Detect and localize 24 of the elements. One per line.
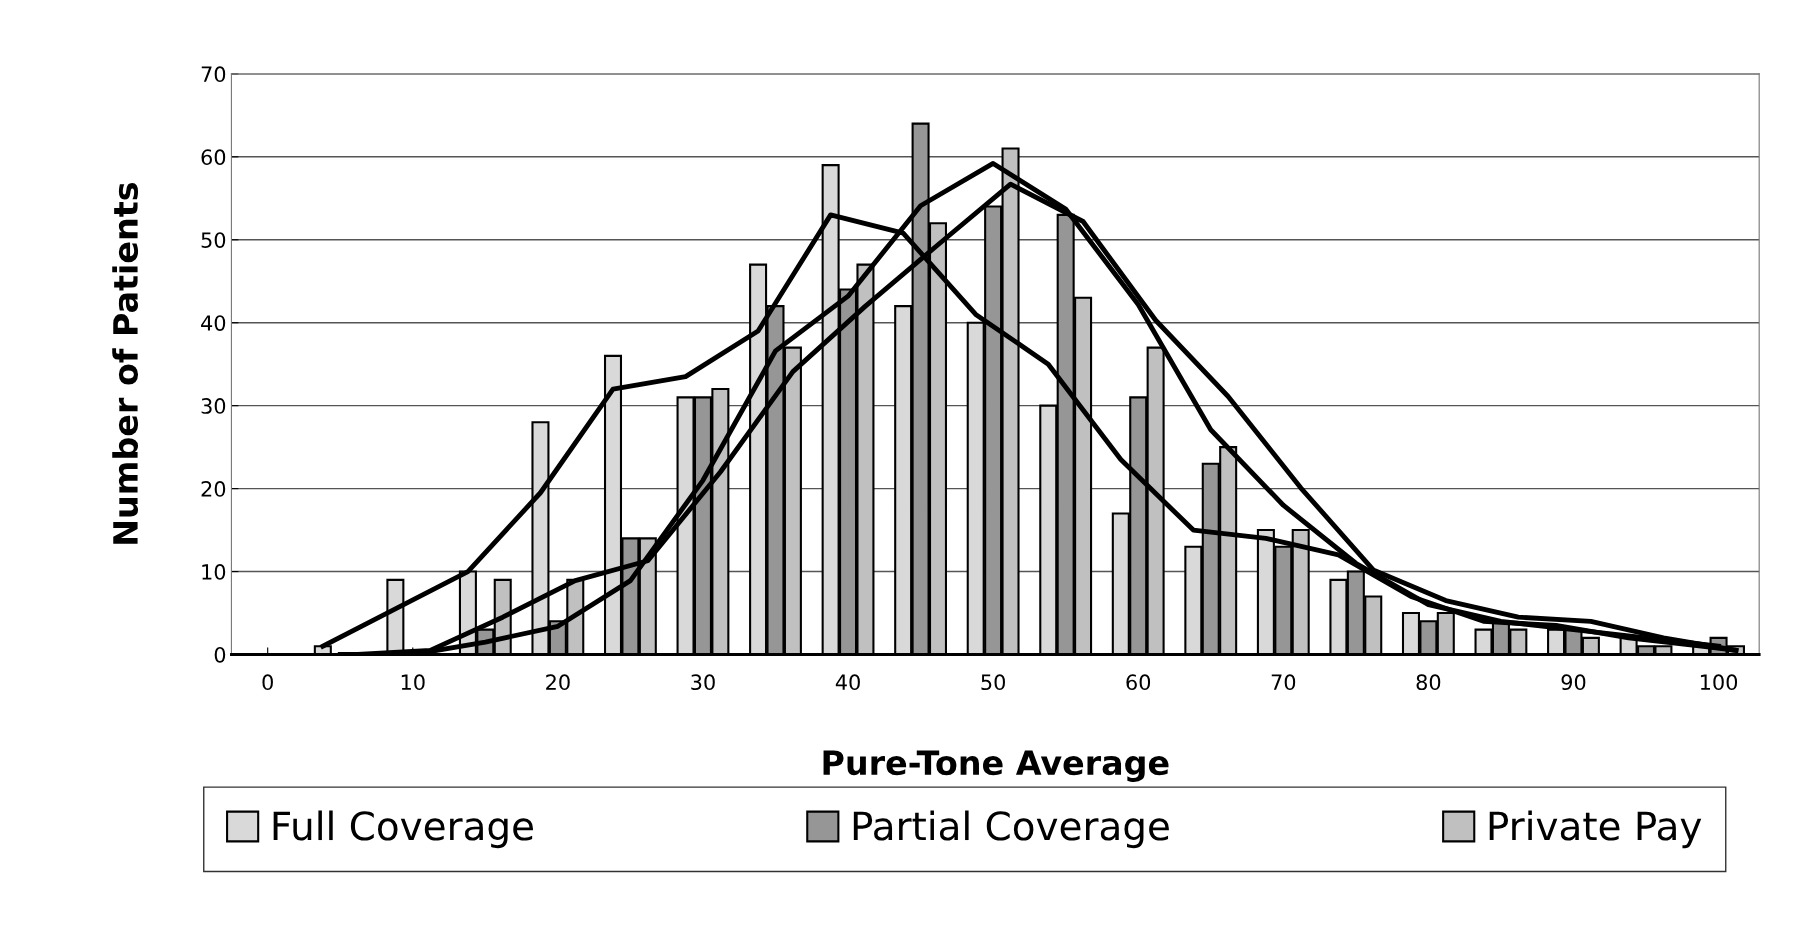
legend-label: Private Pay [1489, 810, 1702, 849]
x-axis-title: Pure-Tone Average [823, 750, 1169, 782]
x-tick-label: 100 [1700, 674, 1738, 691]
y-tick-label: 20 [201, 481, 226, 497]
y-tick-label: 10 [202, 564, 226, 580]
y-tick-label: 30 [201, 398, 226, 414]
x-tick-label: 30 [691, 674, 715, 691]
x-tick-label: 0 [262, 674, 273, 691]
y-axis-title: Number of Patients [112, 183, 139, 544]
y-tick-label: 70 [201, 66, 226, 83]
legend-label: Full Coverage [273, 810, 533, 849]
x-tick-label: 80 [1416, 674, 1441, 691]
x-tick-label: 20 [546, 674, 570, 691]
x-tick-label: 50 [981, 674, 1005, 691]
y-tick-label: 40 [201, 315, 226, 331]
x-tick-label: 60 [1126, 674, 1151, 691]
x-tick-label: 10 [401, 674, 425, 691]
legend-label: Partial Coverage [853, 810, 1169, 849]
x-tick-label: 90 [1561, 674, 1586, 691]
y-tick-label: 50 [201, 232, 226, 248]
x-tick-label: 40 [835, 674, 860, 691]
x-tick-label: 70 [1271, 674, 1296, 691]
y-tick-label: 60 [201, 149, 226, 166]
y-tick-label: 0 [214, 646, 226, 663]
